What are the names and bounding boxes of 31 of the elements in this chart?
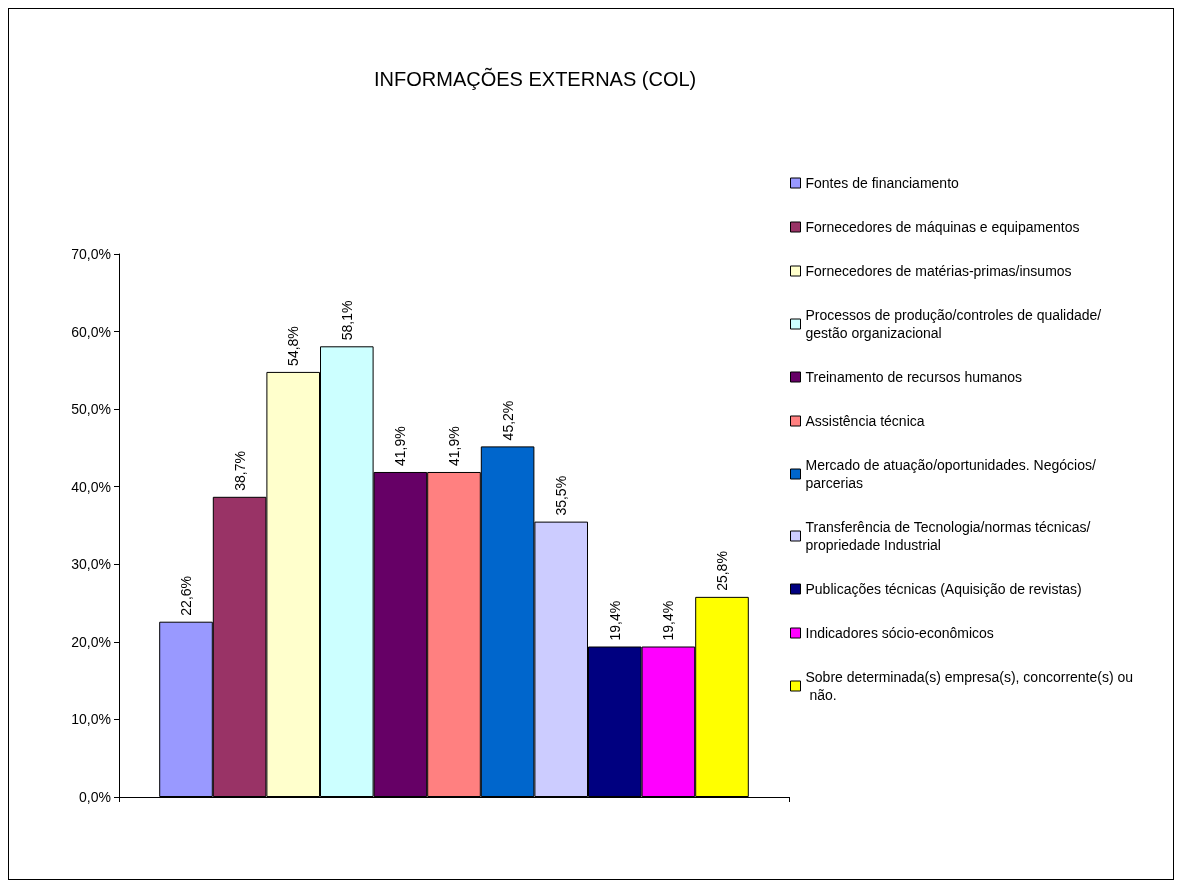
data-label: 19,4% — [660, 600, 677, 641]
legend-label: Mercado de atuação/oportunidades. Negócios/parcerias — [805, 457, 1096, 491]
legend-label: Indicadores sócio-econômicos — [805, 625, 994, 641]
y-tick-label: 30,0% — [71, 556, 111, 573]
y-tick-label: 0,0% — [79, 789, 111, 805]
data-label: 38,7% — [231, 451, 248, 491]
y-tick-label: 60,0% — [71, 323, 111, 340]
y-tick-label: 50,0% — [71, 401, 111, 418]
y-tick-label: 20,0% — [71, 633, 111, 650]
data-label: 25,8% — [714, 551, 730, 591]
data-label: 58,1% — [338, 300, 355, 341]
chart-title: INFORMAÇÕES EXTERNAS (COL) — [374, 67, 697, 90]
legend-label: Assistência técnica — [805, 413, 925, 429]
data-label: 45,2% — [499, 400, 516, 441]
data-label: 35,5% — [553, 475, 570, 516]
legend-label: Transferência de Tecnologia/normas técnicas/propriedade Industrial — [805, 519, 1091, 553]
data-label: 41,9% — [392, 426, 409, 466]
legend-label: Fornecedores de matérias-primas/insumos — [805, 263, 1072, 279]
legend-label: Processos de produção/controles de qualidade/gestão organizacional — [805, 307, 1102, 341]
data-label: 41,9% — [446, 426, 462, 466]
legend-label: Sobre determinada(s) empresa(s), concorrente(s) ou não. — [805, 669, 1134, 703]
data-label: 22,6% — [178, 575, 194, 616]
legend-label: Fornecedores de máquinas e equipamentos — [805, 219, 1080, 235]
legend-label: Publicações técnicas (Aquisição de revistas) — [805, 581, 1082, 597]
data-label: 19,4% — [606, 600, 623, 641]
legend-label: Treinamento de recursos humanos — [805, 369, 1023, 385]
y-tick-label: 40,0% — [71, 478, 111, 495]
data-label: 54,8% — [285, 326, 302, 366]
legend-label: Fontes de financiamento — [805, 175, 960, 191]
y-tick-label: 70,0% — [71, 246, 111, 262]
y-tick-label: 10,0% — [71, 711, 111, 728]
